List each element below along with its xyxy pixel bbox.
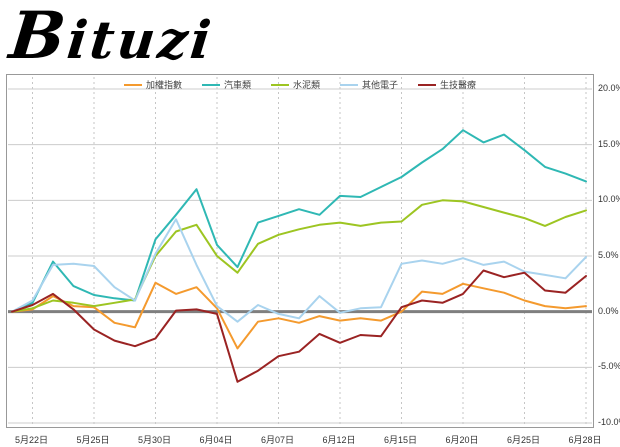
series-line (11, 199, 587, 313)
legend-label: 生技醫療 (440, 80, 477, 90)
x-tick-label: 6月20日 (445, 435, 479, 445)
x-tick-label: 5月25日 (76, 435, 110, 445)
x-tick-label: 6月07日 (260, 435, 295, 445)
y-tick-label: 0.0% (598, 305, 619, 316)
x-tick-label: 5月30日 (137, 435, 172, 445)
legend-label: 其他電子 (362, 80, 399, 90)
logo: Bituzi (6, 0, 217, 74)
x-tick-label: 5月22日 (14, 435, 49, 445)
x-tick-label: 6月12日 (322, 435, 356, 445)
legend-swatch (418, 83, 437, 86)
legend-label: 加權指數 (145, 80, 182, 90)
chart-legend: 加權指數 汽車類 水泥類 其他電子 生技醫療 (7, 78, 593, 91)
chart: 加權指數 汽車類 水泥類 其他電子 生技醫療 (6, 74, 594, 428)
y-tick-label: 10.0% (598, 194, 620, 205)
legend-swatch (270, 83, 289, 86)
legend-swatch (340, 83, 358, 86)
y-tick-label: -5.0% (598, 361, 620, 372)
legend-item: 加權指數 (123, 78, 182, 91)
legend-label: 汽車類 (223, 80, 251, 90)
legend-swatch (123, 83, 142, 86)
x-tick-label: 6月04日 (199, 435, 233, 445)
legend-item: 其他電子 (340, 78, 398, 91)
series-line (11, 129, 587, 313)
legend-label: 水泥類 (292, 80, 320, 90)
y-tick-label: 20.0% (598, 83, 620, 93)
series-line (11, 281, 587, 350)
legend-swatch (201, 83, 220, 86)
y-tick-label: -10.0% (598, 417, 620, 427)
legend-item: 水泥類 (270, 78, 320, 91)
y-tick-label: 5.0% (598, 250, 619, 260)
y-tick-label: 15.0% (598, 138, 620, 149)
legend-item: 生技醫療 (418, 78, 476, 91)
x-tick-label: 6月15日 (383, 435, 418, 445)
legend-item: 汽車類 (201, 78, 251, 91)
series-line (11, 218, 587, 323)
x-tick-label: 6月28日 (568, 435, 602, 445)
series-line (11, 269, 587, 383)
chart-plot (8, 77, 592, 425)
x-tick-label: 6月25日 (506, 435, 541, 445)
